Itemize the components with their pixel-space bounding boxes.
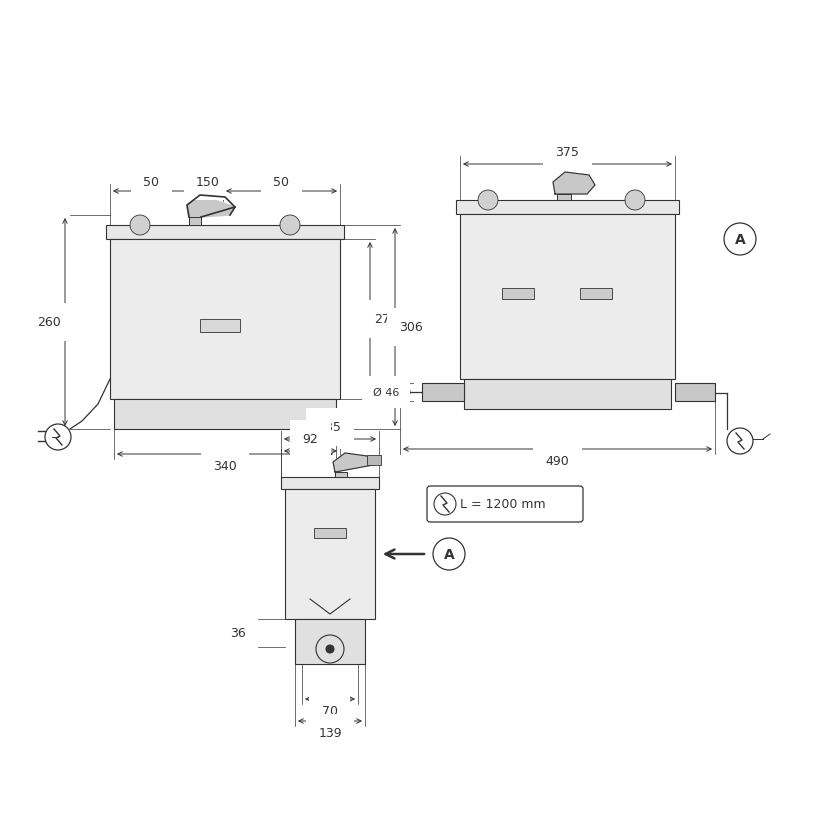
- Text: A: A: [734, 232, 744, 246]
- Polygon shape: [332, 453, 372, 472]
- Text: 36: 36: [230, 627, 246, 640]
- Polygon shape: [187, 196, 235, 218]
- Polygon shape: [552, 173, 595, 195]
- FancyBboxPatch shape: [674, 384, 715, 402]
- Text: 276: 276: [374, 313, 398, 326]
- Circle shape: [280, 216, 299, 236]
- FancyBboxPatch shape: [280, 477, 379, 490]
- Text: 185: 185: [318, 421, 342, 434]
- FancyBboxPatch shape: [189, 218, 201, 226]
- Circle shape: [326, 645, 333, 653]
- FancyBboxPatch shape: [110, 240, 340, 399]
- Circle shape: [624, 191, 644, 211]
- FancyBboxPatch shape: [366, 456, 380, 466]
- Text: 50: 50: [143, 175, 160, 189]
- Text: Ø 46: Ø 46: [372, 388, 399, 398]
- Text: 50: 50: [273, 175, 289, 189]
- Text: L = 1200 mm: L = 1200 mm: [460, 498, 545, 511]
- FancyBboxPatch shape: [200, 319, 240, 332]
- FancyBboxPatch shape: [557, 195, 571, 201]
- Text: A: A: [443, 547, 454, 562]
- Text: 150: 150: [196, 175, 220, 189]
- FancyBboxPatch shape: [579, 289, 611, 300]
- Circle shape: [130, 216, 150, 236]
- FancyBboxPatch shape: [422, 384, 463, 402]
- Text: 375: 375: [555, 146, 579, 160]
- FancyBboxPatch shape: [335, 472, 347, 477]
- FancyBboxPatch shape: [463, 380, 670, 409]
- Text: 490: 490: [545, 455, 569, 468]
- FancyBboxPatch shape: [313, 528, 346, 538]
- FancyBboxPatch shape: [456, 201, 678, 215]
- FancyBboxPatch shape: [294, 619, 365, 664]
- Circle shape: [477, 191, 497, 211]
- FancyBboxPatch shape: [114, 399, 336, 429]
- FancyBboxPatch shape: [501, 289, 533, 300]
- Text: 70: 70: [322, 705, 337, 718]
- FancyBboxPatch shape: [284, 490, 375, 619]
- Text: 260: 260: [37, 316, 61, 329]
- Text: 340: 340: [213, 460, 237, 473]
- Text: 306: 306: [399, 321, 423, 334]
- Text: 92: 92: [302, 433, 318, 446]
- Text: 139: 139: [318, 727, 342, 739]
- FancyBboxPatch shape: [460, 215, 674, 380]
- FancyBboxPatch shape: [106, 226, 343, 240]
- FancyBboxPatch shape: [427, 486, 582, 523]
